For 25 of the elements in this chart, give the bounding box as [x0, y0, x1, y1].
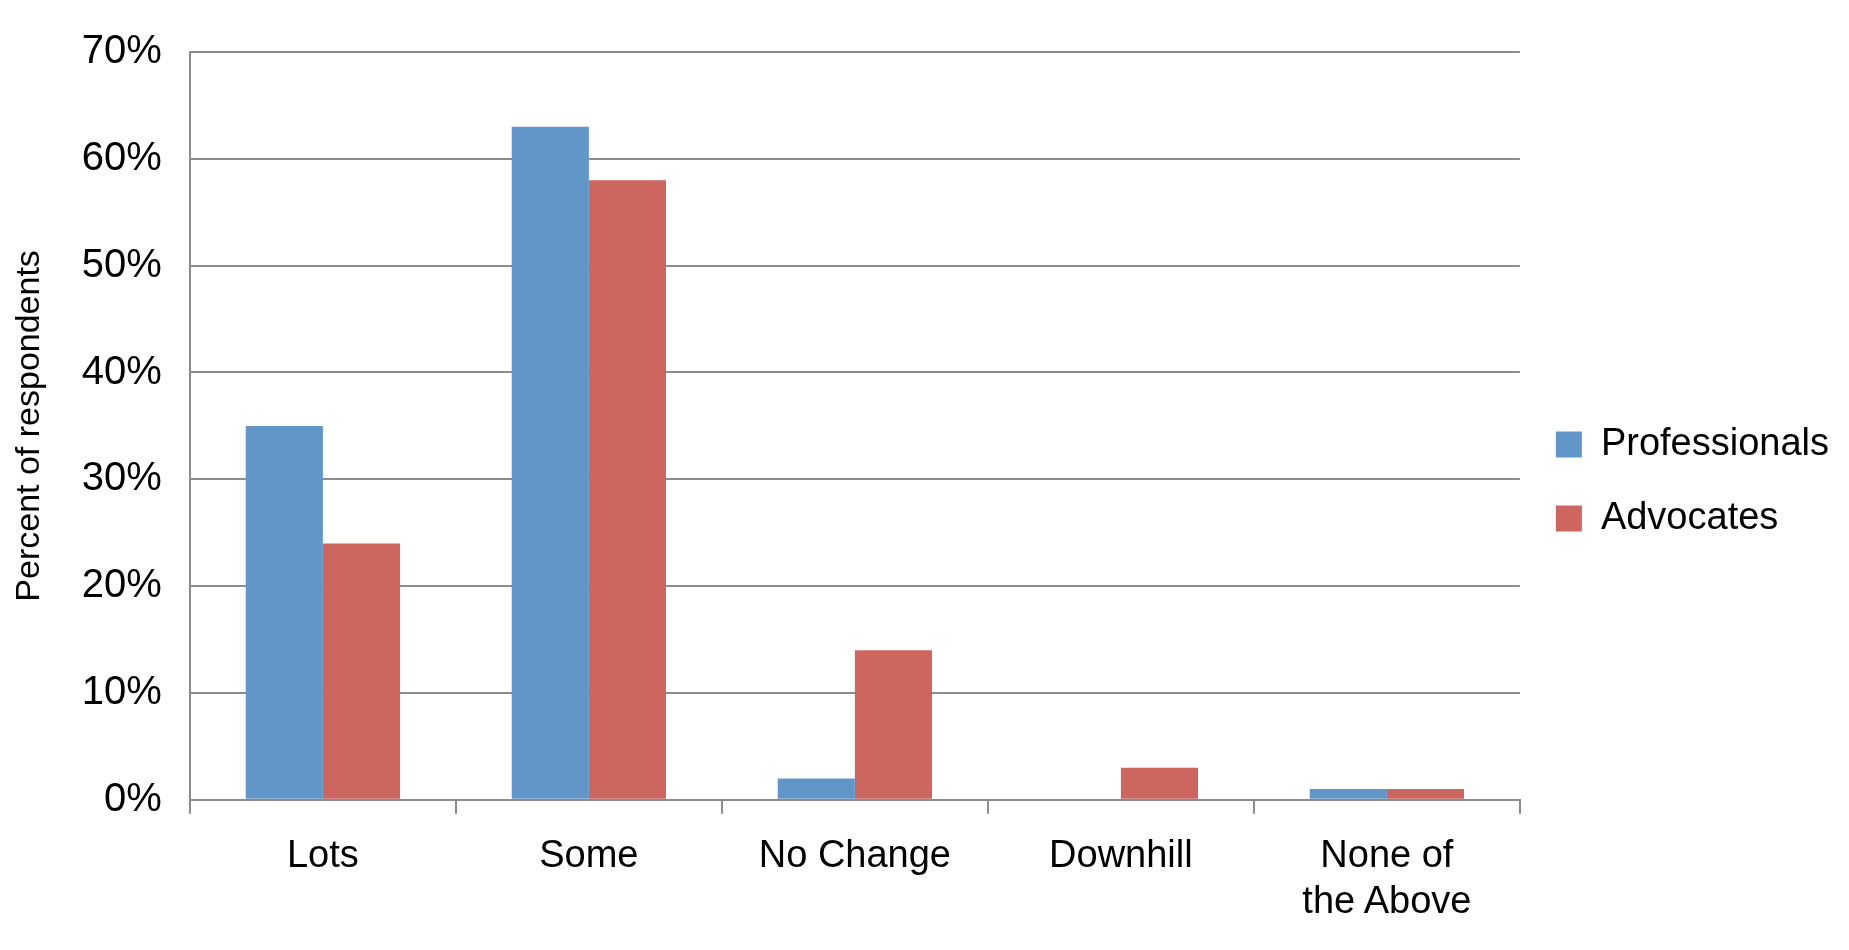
- x-tick-label: None of the Above: [1302, 833, 1472, 921]
- y-tick-label: 50%: [81, 240, 162, 285]
- x-tick-label: Some: [539, 833, 639, 876]
- x-tick-label: No Change: [758, 833, 951, 876]
- legend-label: Professionals: [1600, 420, 1830, 463]
- bar: [1386, 789, 1465, 799]
- bar: [854, 650, 933, 799]
- y-tick-label: 10%: [81, 668, 162, 712]
- y-axis-title: Percent of respondents: [7, 250, 46, 602]
- bar: [1120, 767, 1199, 799]
- bar: [322, 543, 400, 799]
- bar: [777, 778, 855, 799]
- x-tick-label: Downhill: [1049, 833, 1193, 876]
- y-tick-label: 30%: [81, 454, 162, 499]
- bar: [245, 425, 323, 799]
- bar: [1309, 789, 1387, 799]
- y-tick-label: 20%: [81, 561, 162, 606]
- y-tick-label: 70%: [81, 27, 162, 72]
- y-tick-label: 0%: [104, 774, 162, 819]
- bar: [588, 180, 667, 799]
- x-tick-label: Lots: [286, 833, 359, 876]
- y-tick-label: 60%: [81, 133, 162, 178]
- y-tick-label: 40%: [81, 347, 162, 392]
- legend-label: Advocates: [1600, 494, 1779, 537]
- bar: [511, 126, 589, 799]
